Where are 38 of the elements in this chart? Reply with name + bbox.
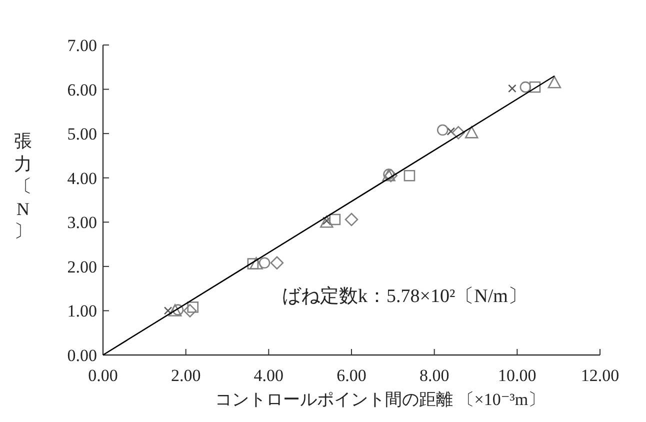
point: [270, 256, 284, 270]
y-tick-label: 2.00: [67, 257, 97, 276]
x-tick-label: 4.00: [254, 366, 284, 385]
point: [250, 257, 263, 270]
x-tick-label: 12.00: [580, 366, 620, 385]
y-tick-label: 5.00: [67, 124, 97, 144]
point: [164, 306, 172, 315]
y-tick-label: 4.00: [67, 168, 97, 188]
point: [529, 81, 541, 93]
x-tick-label: 0.00: [88, 366, 118, 385]
point: [464, 126, 478, 138]
x-tick-label: 10.00: [498, 366, 536, 385]
point: [404, 170, 416, 182]
x-tick-label: 2.00: [170, 366, 201, 385]
y-tick-label: 0.00: [67, 346, 97, 365]
point: [520, 81, 532, 93]
point: [452, 126, 466, 140]
y-tick-label: 6.00: [67, 80, 97, 100]
point: [168, 304, 182, 316]
point: [187, 302, 199, 313]
y-tick-label: 3.00: [67, 213, 97, 232]
point: [320, 215, 334, 228]
point: [183, 304, 197, 318]
point: [344, 212, 358, 226]
x-tick-label: 6.00: [336, 366, 366, 385]
y-tick-label: 1.00: [67, 302, 97, 321]
y-axis-title: 張力〔N〕: [13, 130, 33, 242]
point: [548, 76, 562, 88]
point: [247, 258, 259, 270]
point: [508, 84, 516, 93]
point: [436, 124, 448, 136]
point: [258, 257, 270, 269]
x-tick-label: 8.00: [419, 366, 450, 385]
y-tick-label: 7.00: [67, 36, 97, 55]
point: [329, 214, 341, 226]
x-axis-title: コントロールポイント間の距離 〔×10⁻³m〕: [215, 390, 546, 410]
annotation: ばね定数k：5.78×10²〔N/m〕: [282, 286, 527, 308]
point: [172, 304, 184, 316]
